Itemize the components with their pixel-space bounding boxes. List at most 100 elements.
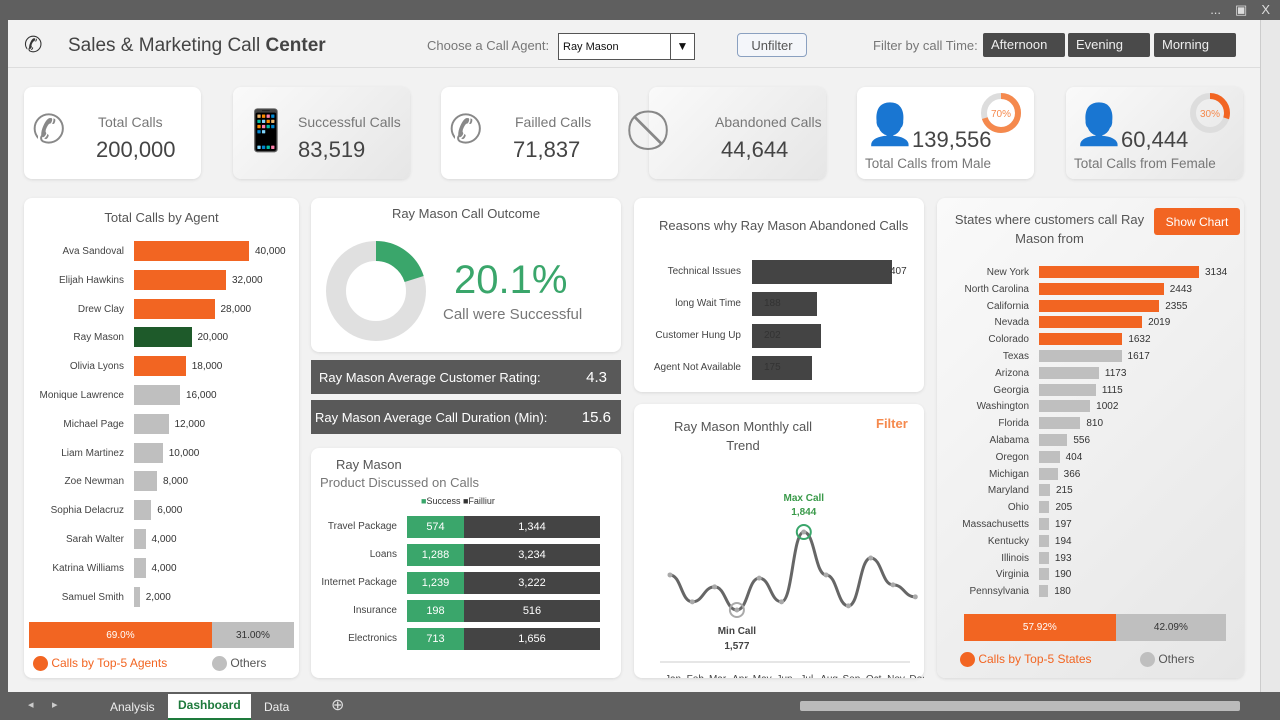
trend-point — [868, 555, 874, 561]
state-label: Nevada — [994, 317, 1029, 329]
unfilter-button[interactable]: Unfilter — [737, 33, 807, 57]
horizontal-scrollbar[interactable] — [800, 701, 1240, 711]
prev-sheet-icon[interactable]: ◂ — [28, 699, 34, 711]
state-bar — [1039, 366, 1099, 379]
agent-label: Ray Mason — [73, 332, 124, 344]
more-icon[interactable]: ... — [1210, 2, 1222, 17]
x-tick-label: Jun — [776, 674, 792, 678]
reason-label: long Wait Time — [675, 298, 741, 309]
state-value: 1115 — [1101, 384, 1123, 396]
reason-label: Agent Not Available — [653, 362, 741, 373]
agents-bars: Ava Sandoval 40,000 Elijah Hawkins 32,000 Dr… — [24, 241, 299, 621]
agent-value: 40,000 — [255, 246, 286, 257]
phone-ringing-icon: ✆ — [32, 108, 66, 152]
others-share-segment: 31.00% — [211, 622, 294, 648]
chart-title: Product Discussed on Calls — [320, 475, 479, 490]
trend-point — [734, 607, 740, 613]
state-label: Maryland — [987, 485, 1029, 497]
reason-label: Customer Hung Up — [655, 330, 741, 341]
trend-point — [912, 594, 918, 600]
state-value: 1173 — [1104, 367, 1127, 379]
agent-value: 4,000 — [151, 562, 177, 574]
state-bar — [1039, 400, 1091, 413]
state-bar — [1039, 518, 1050, 530]
agent-value: Ray Mason — [563, 41, 619, 53]
success-caption: Call were Successful — [443, 306, 583, 323]
agent-value: 32,000 — [232, 274, 263, 286]
next-sheet-icon[interactable]: ▸ — [52, 699, 58, 711]
phone-check-icon: 📱 — [241, 109, 291, 153]
state-value: 2443 — [1169, 283, 1192, 295]
product-label: Travel Package — [327, 521, 397, 532]
failure-bar: 516 — [464, 600, 600, 622]
legend-others: Others — [212, 656, 266, 672]
min-marker — [728, 602, 745, 618]
trend-point — [890, 582, 896, 588]
legend-top5: Calls by Top-5 Agents — [33, 656, 167, 672]
products-card: Ray Mason Product Discussed on Calls ■Su… — [311, 448, 621, 678]
trend-point — [756, 575, 762, 581]
evening-button[interactable]: Evening — [1068, 33, 1150, 57]
tab-analysis[interactable]: Analysis — [110, 700, 155, 714]
legend-dot-orange — [960, 652, 975, 668]
state-label: Ohio — [1007, 502, 1029, 514]
agent-label: Samuel Smith — [61, 591, 124, 603]
state-bar — [1039, 333, 1123, 346]
afternoon-button[interactable]: Afternoon — [983, 33, 1065, 57]
restore-icon[interactable]: ▣ — [1235, 2, 1248, 17]
chart-title: States where customers call Ray Mason fr… — [954, 212, 1145, 246]
state-label: Florida — [998, 418, 1029, 430]
chart-title: Ray Mason Monthly call Trend — [674, 419, 812, 453]
failure-swatch: ■ — [462, 496, 469, 506]
agent-select[interactable]: Ray Mason ▼ — [558, 33, 695, 60]
agent-bar — [134, 442, 163, 463]
state-label: New York — [986, 267, 1029, 278]
agent-value: 4,000 — [151, 534, 177, 545]
close-icon[interactable]: X — [1261, 2, 1270, 17]
product-label: Loans — [369, 549, 397, 560]
agent-value: 6,000 — [157, 505, 183, 517]
dashboard-sheet: ✆ Sales & Marketing Call Center Choose a… — [8, 20, 1260, 692]
x-tick-label: Dec — [909, 674, 924, 678]
success-bar: 1,288 — [407, 544, 464, 566]
reason-value: 202 — [764, 330, 781, 341]
legend-dot-grey — [212, 656, 227, 672]
state-label: Alabama — [989, 435, 1029, 446]
agent-bar — [134, 529, 146, 549]
max-marker — [795, 524, 812, 540]
state-value: 197 — [1055, 519, 1072, 530]
show-chart-button[interactable]: Show Chart — [1154, 208, 1240, 235]
trend-point — [823, 572, 829, 578]
tab-dashboard[interactable]: Dashboard — [168, 694, 251, 720]
donut-success — [326, 241, 426, 341]
agent-value: 2,000 — [145, 591, 171, 603]
agent-name: Ray Mason — [336, 457, 402, 472]
max-label: Max Call — [784, 493, 825, 504]
success-bar: 198 — [407, 600, 464, 622]
kpi-value: 60,444 — [1121, 127, 1189, 152]
kpi-label: Failled Calls — [515, 114, 592, 130]
state-bar — [1039, 434, 1068, 446]
x-tick-label: Jan — [665, 674, 681, 678]
x-tick-label: May — [753, 674, 772, 678]
agent-label: Katrina Williams — [52, 562, 124, 574]
agent-bar — [134, 356, 186, 377]
legend-dot-grey — [1140, 652, 1155, 668]
add-sheet-icon[interactable]: ⊕ — [331, 697, 345, 714]
vertical-scrollbar[interactable] — [1260, 20, 1280, 692]
state-value: 180 — [1054, 586, 1071, 598]
chevron-down-icon[interactable]: ▼ — [670, 34, 694, 59]
agent-label: Sarah Walter — [66, 534, 124, 545]
failure-bar: 3,234 — [464, 544, 600, 566]
morning-button[interactable]: Morning — [1154, 33, 1236, 57]
page-title: Sales & Marketing Call Center — [68, 35, 326, 57]
trend-filter-button[interactable]: Filter — [876, 416, 908, 431]
state-bar — [1039, 467, 1058, 480]
male-pct: 70% — [991, 109, 1011, 120]
legend-top5: Calls by Top-5 States — [960, 652, 1092, 668]
reason-bar — [752, 292, 817, 316]
state-bar — [1039, 266, 1199, 278]
trend-point — [667, 572, 673, 578]
tab-data[interactable]: Data — [264, 700, 290, 714]
